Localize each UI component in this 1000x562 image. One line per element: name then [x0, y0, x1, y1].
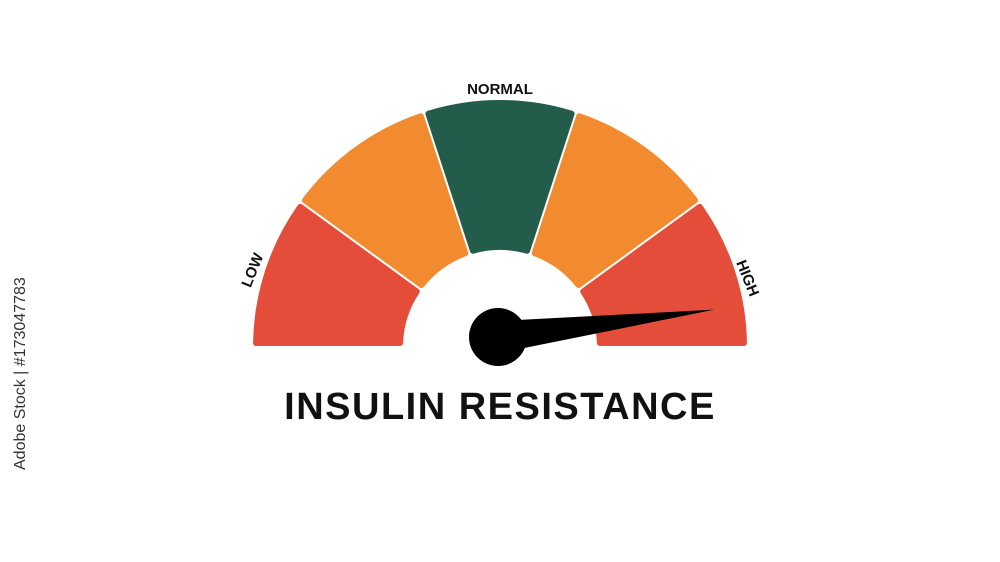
segment-low-mid [301, 113, 469, 289]
needle [469, 308, 715, 366]
needle-hub [469, 308, 527, 366]
segment-high-mid [531, 113, 699, 289]
watermark-side-text: Adobe Stock | #173047783 [12, 277, 29, 470]
segment-high [580, 203, 747, 347]
label-normal: NORMAL [467, 81, 533, 98]
needle-pointer [495, 309, 715, 353]
segment-normal [425, 100, 575, 254]
segment-low [253, 203, 420, 347]
gauge-title: INSULIN RESISTANCE [284, 386, 716, 428]
